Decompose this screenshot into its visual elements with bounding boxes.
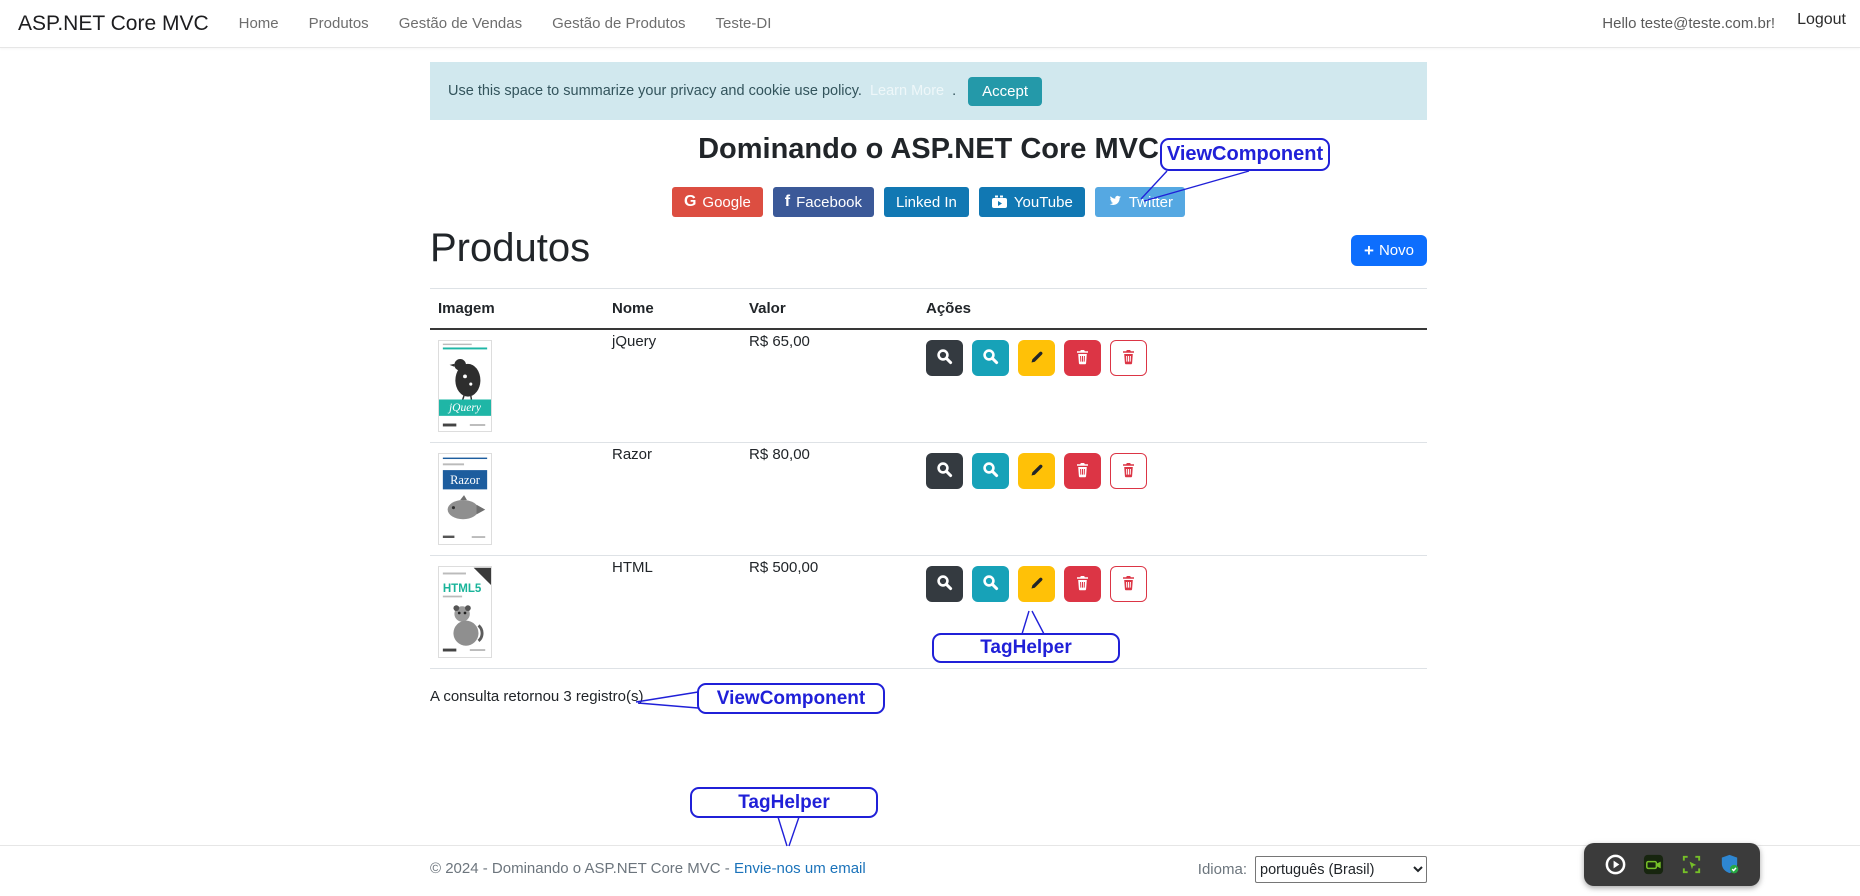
edit-button[interactable] xyxy=(1018,340,1055,376)
cookie-learn-more-link[interactable]: Learn More xyxy=(869,83,945,99)
table-row: jQuery jQuery R$ 65,00 xyxy=(430,329,1427,443)
trash-icon xyxy=(1075,349,1090,368)
pencil-icon xyxy=(1029,349,1045,368)
plus-icon: + xyxy=(1364,241,1374,260)
svg-text:Razor: Razor xyxy=(450,473,481,487)
col-header-valor: Valor xyxy=(741,288,918,330)
youtube-icon xyxy=(991,195,1008,209)
product-image-razor: Razor xyxy=(438,453,492,545)
nav-links: Home Produtos Gestão de Vendas Gestão de… xyxy=(239,15,772,32)
delete-button-solid[interactable] xyxy=(1064,340,1101,376)
product-image-html: HTML5 xyxy=(438,566,492,658)
products-heading: Produtos xyxy=(430,226,591,270)
language-label: Idioma: xyxy=(1197,861,1247,878)
product-value: R$ 80,00 xyxy=(741,442,918,556)
product-name: Razor xyxy=(604,442,741,556)
camera-extension-icon[interactable] xyxy=(1642,853,1665,876)
extension-toolbar xyxy=(1584,843,1760,886)
details-button-teal[interactable] xyxy=(972,453,1009,489)
new-product-button[interactable]: + Novo xyxy=(1351,235,1427,266)
table-row: HTML5 HTML R$ 500,00 xyxy=(430,555,1427,669)
trash-icon xyxy=(1121,349,1136,368)
product-value: R$ 65,00 xyxy=(741,329,918,443)
svg-text:HTML5: HTML5 xyxy=(443,583,482,595)
email-link[interactable]: Envie-nos um email xyxy=(733,860,866,877)
trash-icon xyxy=(1075,462,1090,481)
search-icon xyxy=(936,461,953,481)
product-name: HTML xyxy=(604,555,741,669)
edit-button[interactable] xyxy=(1018,566,1055,602)
nav-link-gestao-vendas[interactable]: Gestão de Vendas xyxy=(398,15,523,32)
annotation-taghelper-bottom: TagHelper xyxy=(690,787,878,818)
product-value: R$ 500,00 xyxy=(741,555,918,669)
row-actions xyxy=(926,453,1419,489)
col-header-imagem: Imagem xyxy=(430,288,604,330)
search-icon xyxy=(982,574,999,594)
user-greeting-link[interactable]: Hello teste@teste.com.br! xyxy=(1602,15,1776,32)
social-buttons-row: G Google f Facebook Linked In YouTube Tw… xyxy=(430,187,1427,217)
nav-link-produtos[interactable]: Produtos xyxy=(308,15,369,32)
details-button-teal[interactable] xyxy=(972,340,1009,376)
language-select[interactable]: português (Brasil) xyxy=(1255,856,1427,883)
delete-button-outline[interactable] xyxy=(1110,566,1147,602)
row-actions xyxy=(926,566,1419,602)
trash-icon xyxy=(1075,575,1090,594)
twitter-button[interactable]: Twitter xyxy=(1094,187,1186,217)
nav-link-teste-di[interactable]: Teste-DI xyxy=(715,15,772,32)
search-icon xyxy=(982,461,999,481)
row-actions xyxy=(926,340,1419,376)
annotation-taghelper-mid: TagHelper xyxy=(932,633,1120,663)
nav-link-gestao-produtos[interactable]: Gestão de Produtos xyxy=(552,15,686,32)
delete-button-outline[interactable] xyxy=(1110,340,1147,376)
result-count-text: A consulta retornou 3 registro(s) xyxy=(430,688,644,705)
products-table-wrap: Imagem Nome Valor Ações xyxy=(430,288,1427,669)
products-header: Produtos + Novo xyxy=(430,226,1427,276)
cookie-consent-banner: Use this space to summarize your privacy… xyxy=(430,62,1427,120)
products-table: Imagem Nome Valor Ações xyxy=(430,288,1427,669)
details-button-dark[interactable] xyxy=(926,340,963,376)
annotation-viewcomponent-top: ViewComponent xyxy=(1160,138,1330,171)
product-name: jQuery xyxy=(604,329,741,443)
cookie-accept-button[interactable]: Accept xyxy=(968,76,1043,106)
annotation-viewcomponent-bottom: ViewComponent xyxy=(697,683,885,714)
logout-button[interactable]: Logout xyxy=(1797,10,1846,28)
copyright-text: © 2024 - Dominando o ASP.NET Core MVC - xyxy=(430,860,730,877)
top-navbar: ASP.NET Core MVC Home Produtos Gestão de… xyxy=(0,0,1860,48)
details-button-dark[interactable] xyxy=(926,453,963,489)
brand-link[interactable]: ASP.NET Core MVC xyxy=(18,11,209,35)
google-icon: G xyxy=(683,193,697,210)
facebook-icon: f xyxy=(784,193,791,210)
details-button-teal[interactable] xyxy=(972,566,1009,602)
twitter-icon xyxy=(1107,195,1123,209)
search-icon xyxy=(936,574,953,594)
capture-extension-icon[interactable] xyxy=(1680,853,1703,876)
col-header-nome: Nome xyxy=(604,288,741,330)
linkedin-button[interactable]: Linked In xyxy=(884,187,969,217)
pencil-icon xyxy=(1029,462,1045,481)
cookie-message: Use this space to summarize your privacy… xyxy=(448,83,862,99)
facebook-button[interactable]: f Facebook xyxy=(772,187,874,217)
details-button-dark[interactable] xyxy=(926,566,963,602)
page-title: Dominando o ASP.NET Core MVC xyxy=(698,133,1159,165)
shield-extension-icon[interactable] xyxy=(1718,853,1741,876)
nav-link-home[interactable]: Home xyxy=(238,15,279,32)
trash-icon xyxy=(1121,575,1136,594)
edit-button[interactable] xyxy=(1018,453,1055,489)
trash-icon xyxy=(1121,462,1136,481)
delete-button-solid[interactable] xyxy=(1064,453,1101,489)
cookie-separator: . xyxy=(952,83,957,99)
recorder-extension-icon[interactable] xyxy=(1604,853,1627,876)
search-icon xyxy=(982,348,999,368)
pencil-icon xyxy=(1029,575,1045,594)
page-footer: © 2024 - Dominando o ASP.NET Core MVC - … xyxy=(0,845,1860,896)
svg-text:jQuery: jQuery xyxy=(447,402,482,414)
google-button[interactable]: G Google xyxy=(671,187,763,217)
table-row: Razor Razor R$ 80,00 xyxy=(430,442,1427,556)
delete-button-outline[interactable] xyxy=(1110,453,1147,489)
youtube-button[interactable]: YouTube xyxy=(978,187,1085,217)
col-header-acoes: Ações xyxy=(918,288,1427,330)
delete-button-solid[interactable] xyxy=(1064,566,1101,602)
product-image-jquery: jQuery xyxy=(438,340,492,432)
search-icon xyxy=(936,348,953,368)
